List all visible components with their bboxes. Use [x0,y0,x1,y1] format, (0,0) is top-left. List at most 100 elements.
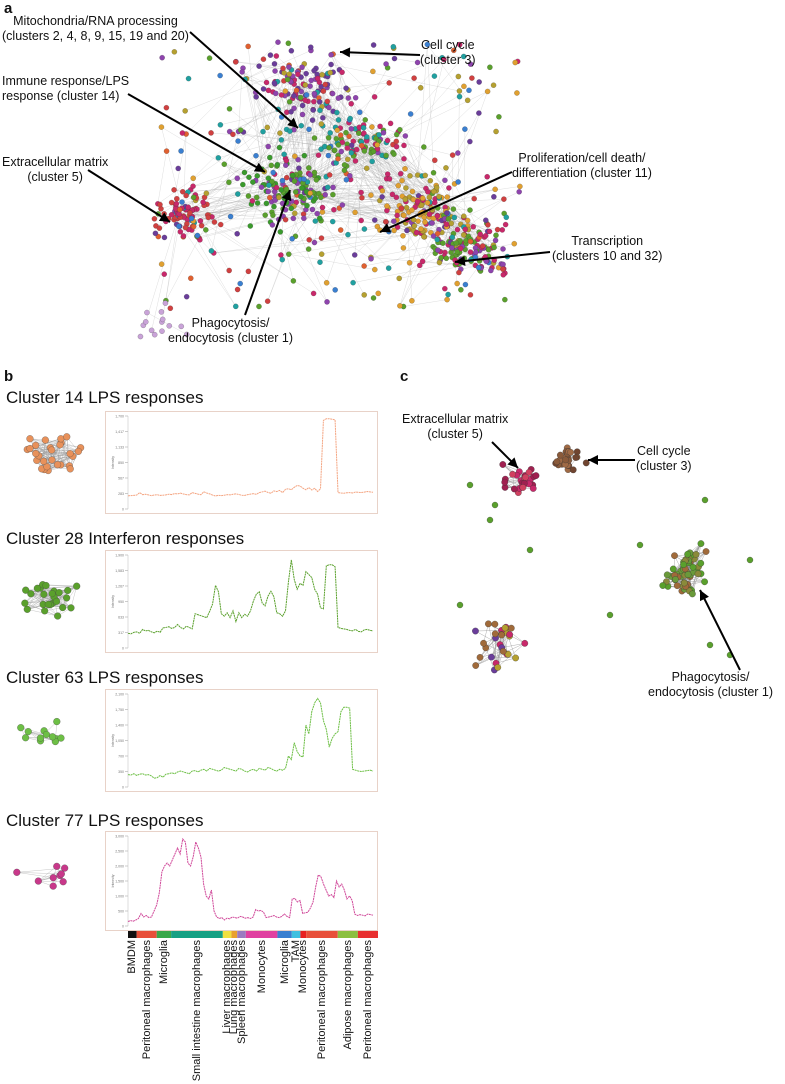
tissue-label: Microglia [278,940,291,985]
network-node [200,199,206,205]
network-node [467,207,473,213]
network-node [143,319,149,325]
network-node [269,178,275,185]
network-node [359,195,365,201]
cluster-63-title: Cluster 63 LPS responses [6,668,204,687]
network-node [233,303,239,310]
network-edge [281,139,325,147]
c-node [512,654,519,662]
network-node [421,214,427,220]
c-arrow-extracellular-head [507,457,518,468]
network-node [492,186,498,193]
network-node [358,189,364,196]
c-node-layer [456,444,754,674]
arrow-mitochondria-head [287,117,298,128]
mini-node [49,733,57,741]
c-node [680,579,688,587]
network-node [450,206,457,212]
network-node [211,219,218,225]
y-axis-label: Intensity [111,734,115,747]
network-node [376,132,382,138]
annotation-line: Cell cycle [637,444,691,458]
mini-node [57,734,65,742]
network-edge [256,96,269,147]
network-node [205,214,212,221]
network-node [484,88,491,95]
network-node [226,267,232,274]
tissue-segment [156,931,172,938]
c-node [501,478,509,486]
network-edge [405,135,418,176]
network-node [241,169,248,176]
mini-edge [29,438,51,448]
mini-node [48,590,56,598]
mini-node [63,433,71,441]
network-node [335,95,342,101]
cluster-28-title: Cluster 28 Interferon responses [6,529,245,548]
network-node [232,59,239,65]
network-node [467,249,474,255]
network-edge [396,56,464,135]
cluster-77-chart: 0 500 1,000 1,500 2,000 2,500 3,000 Intensity [105,831,378,931]
network-node [448,249,454,256]
network-edge [161,127,182,209]
network-node [327,130,333,136]
network-node [279,256,285,263]
annotation-line: Extracellular matrix [402,412,509,426]
network-node [298,193,304,200]
c-node [491,501,499,509]
network-node [361,130,367,136]
y-axis-label: Intensity [111,595,115,608]
network-node [383,219,389,225]
network-node [308,44,314,50]
network-node [307,190,313,196]
network-node [234,175,240,181]
network-node [337,132,344,138]
mini-node [73,582,81,590]
network-node [175,165,181,172]
c-node [692,551,700,558]
network-node [491,194,497,200]
annotation-cell-cycle: Cell cycle (cluster 3) [420,38,476,68]
network-node [352,209,358,216]
network-node [401,142,407,149]
network-node [315,152,322,158]
network-node [348,126,355,132]
network-edge [494,243,515,248]
network-node [327,69,333,76]
mini-node [26,435,34,443]
network-node [425,189,431,195]
c-edge [495,657,516,664]
network-edge [188,207,294,282]
network-node [311,98,317,105]
network-node [166,323,172,329]
network-node [493,232,499,238]
network-node [374,223,381,230]
network-node [253,153,259,159]
network-node [178,148,184,154]
c-node [556,451,564,459]
network-node [500,261,506,268]
network-node [197,218,204,224]
network-node [453,240,460,246]
network-node [406,260,413,266]
network-node [311,169,318,176]
network-node [462,281,469,288]
c-annotation-extracellular: Extracellular matrix (cluster 5) [402,412,508,442]
network-edge [317,210,425,214]
c-node [529,485,537,492]
network-node [407,173,413,179]
c-node [525,468,533,476]
network-node [324,98,331,105]
annotation-line: differentiation (cluster 11) [512,166,652,180]
c-node [697,559,705,567]
c-node [506,631,513,638]
network-node [254,200,261,206]
network-node [420,195,426,201]
network-node [443,165,449,171]
tissue-segment [237,931,246,938]
network-node [318,251,325,257]
tissue-label: Adipose macrophages [341,940,354,1050]
network-node [335,156,341,162]
network-node [494,226,501,233]
